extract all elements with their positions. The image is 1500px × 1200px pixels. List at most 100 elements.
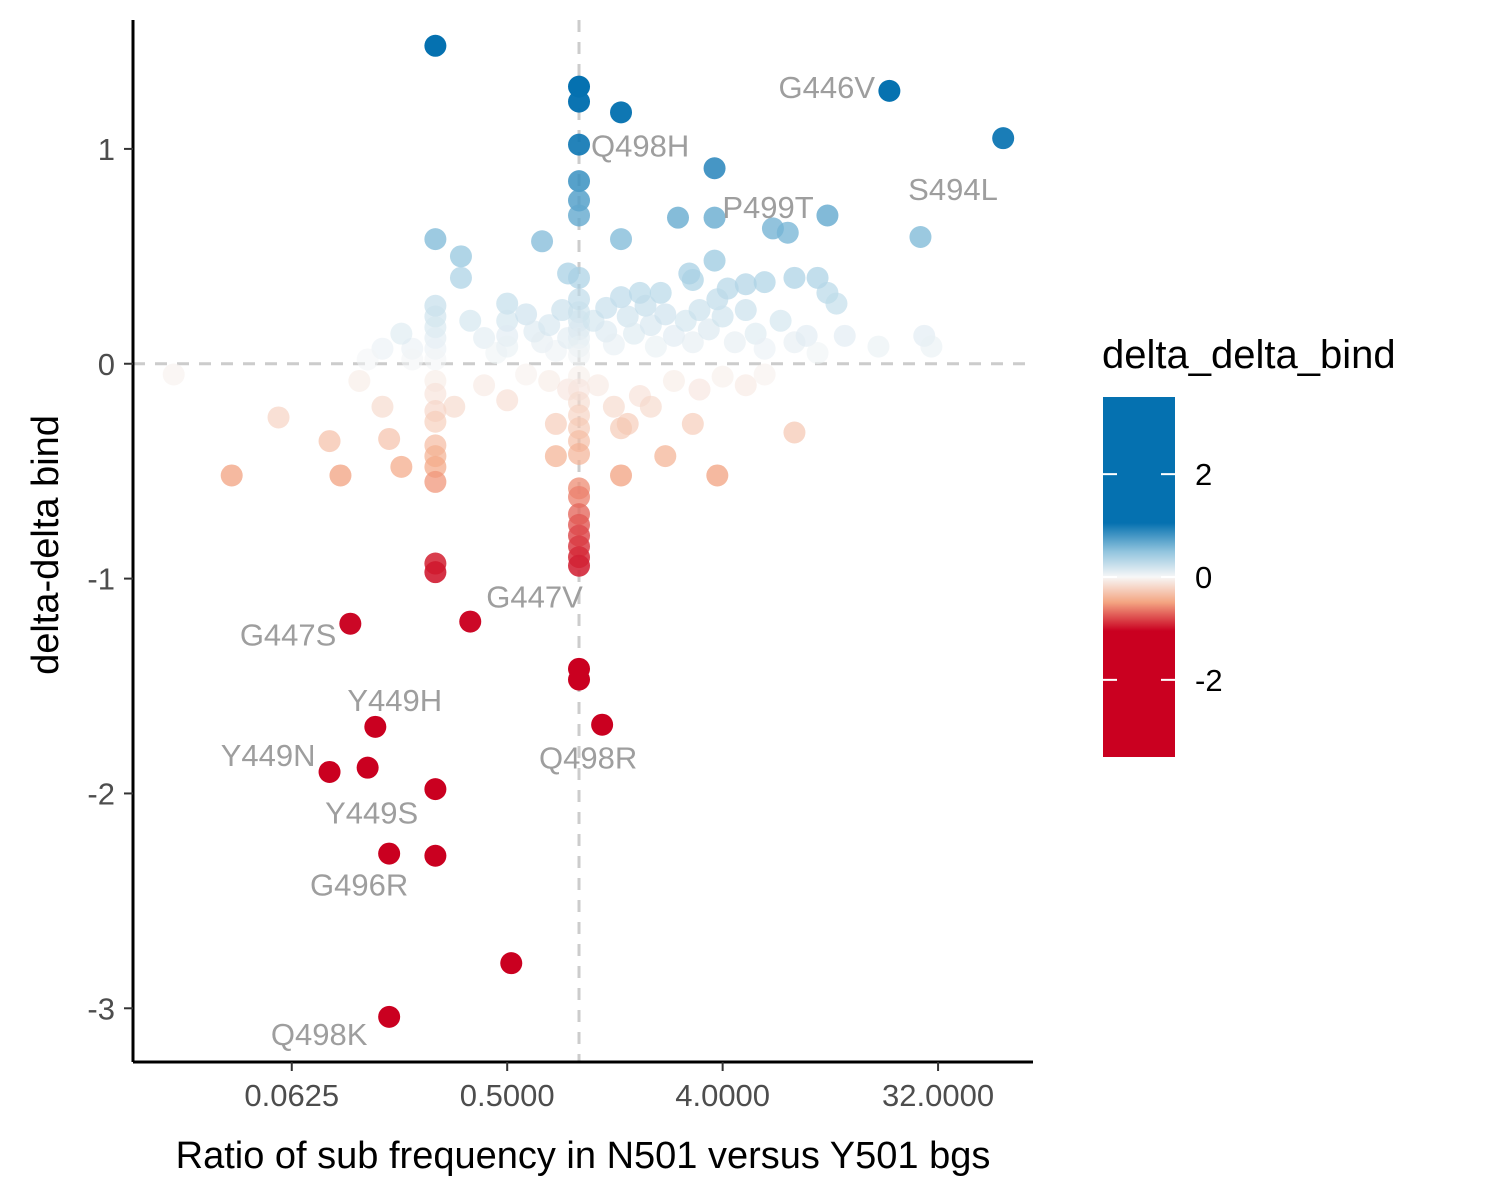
data-point (356, 756, 379, 779)
data-point (568, 90, 591, 113)
data-point (681, 268, 704, 291)
data-point (459, 309, 482, 332)
data-point (688, 378, 711, 401)
data-point (610, 101, 633, 124)
data-point (544, 412, 567, 435)
data-point (424, 228, 447, 251)
data-point (688, 299, 711, 322)
data-point (371, 395, 394, 418)
point-label: S494L (908, 172, 998, 207)
data-point (515, 363, 538, 386)
data-point (424, 470, 447, 493)
data-point (706, 288, 729, 311)
data-point (806, 342, 829, 365)
data-point (769, 309, 792, 332)
x-axis-title: Ratio of sub frequency in N501 versus Y5… (176, 1135, 991, 1177)
data-point (681, 412, 704, 435)
y-tick-label: -1 (87, 562, 115, 597)
data-point (424, 348, 447, 371)
legend-ticks: 2 0 -2 (1103, 457, 1223, 698)
data-point (531, 230, 554, 253)
data-point (992, 127, 1015, 150)
data-point (568, 442, 591, 465)
data-point (723, 331, 746, 354)
data-point (568, 170, 591, 193)
data-point (568, 189, 591, 212)
data-point (568, 204, 591, 227)
y-tick-label: -2 (87, 776, 115, 811)
y-tick-label: 1 (98, 132, 115, 167)
data-point (162, 363, 185, 386)
data-point (795, 324, 818, 347)
data-point (318, 430, 341, 453)
data-point (734, 299, 757, 322)
data-point (568, 668, 591, 691)
legend-tick-label: 2 (1195, 457, 1212, 492)
data-point (610, 228, 633, 251)
data-point (644, 335, 667, 358)
data-point (496, 389, 519, 412)
data-point (424, 34, 447, 57)
data-point (833, 324, 856, 347)
data-point (703, 206, 726, 229)
data-point (356, 348, 379, 371)
data-point (348, 369, 371, 392)
legend-tick-label: -2 (1195, 663, 1223, 698)
data-point (616, 305, 639, 328)
data-point (734, 273, 757, 296)
x-tick-label: 0.5000 (460, 1078, 555, 1113)
data-point (318, 760, 341, 783)
data-point (496, 309, 519, 332)
data-point (390, 322, 413, 345)
data-point (816, 204, 839, 227)
data-point (424, 410, 447, 433)
legend: delta_delta_bind 2 0 -2 (1102, 333, 1396, 757)
data-point (711, 365, 734, 388)
point-label: G446V (778, 70, 875, 105)
data-point (753, 337, 776, 360)
data-point (551, 299, 574, 322)
data-point (568, 75, 591, 98)
data-point (424, 382, 447, 405)
data-point (515, 303, 538, 326)
data-point (697, 318, 720, 341)
data-point (776, 221, 799, 244)
data-point (909, 225, 932, 248)
data-point (473, 374, 496, 397)
point-label: G496R (310, 868, 408, 903)
data-point (424, 561, 447, 584)
data-point (734, 374, 757, 397)
point-label: Y449N (221, 738, 316, 773)
y-axis-title: delta-delta bind (25, 415, 67, 675)
data-point (500, 952, 523, 975)
x-tick-label: 32.0000 (882, 1078, 994, 1113)
data-point (443, 395, 466, 418)
data-point (459, 610, 482, 633)
data-point (267, 406, 290, 429)
data-point (622, 322, 645, 345)
data-point (401, 348, 424, 371)
data-point (424, 844, 447, 867)
data-point (496, 292, 519, 315)
data-point (568, 133, 591, 156)
data-point (825, 292, 848, 315)
y-tick-label: -3 (87, 991, 115, 1026)
point-label: Y449H (347, 683, 442, 718)
data-point (595, 296, 618, 319)
data-point (703, 157, 726, 180)
data-point (538, 369, 561, 392)
data-point (602, 333, 625, 356)
data-point (591, 713, 614, 736)
x-tick-label: 0.0625 (244, 1078, 339, 1113)
y-tick-label: 0 (98, 347, 115, 382)
data-point (649, 281, 672, 304)
legend-title: delta_delta_bind (1102, 333, 1396, 377)
data-point (711, 305, 734, 328)
data-point (920, 335, 943, 358)
data-point (449, 266, 472, 289)
data-point (753, 363, 776, 386)
data-point (339, 612, 362, 635)
data-point (662, 369, 685, 392)
data-point (538, 314, 561, 337)
